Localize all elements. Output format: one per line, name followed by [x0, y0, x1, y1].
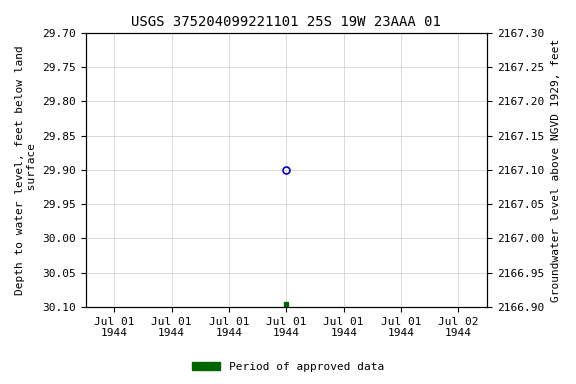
Legend: Period of approved data: Period of approved data [188, 358, 388, 377]
Y-axis label: Depth to water level, feet below land
 surface: Depth to water level, feet below land su… [15, 45, 37, 295]
Y-axis label: Groundwater level above NGVD 1929, feet: Groundwater level above NGVD 1929, feet [551, 38, 561, 301]
Title: USGS 375204099221101 25S 19W 23AAA 01: USGS 375204099221101 25S 19W 23AAA 01 [131, 15, 441, 29]
